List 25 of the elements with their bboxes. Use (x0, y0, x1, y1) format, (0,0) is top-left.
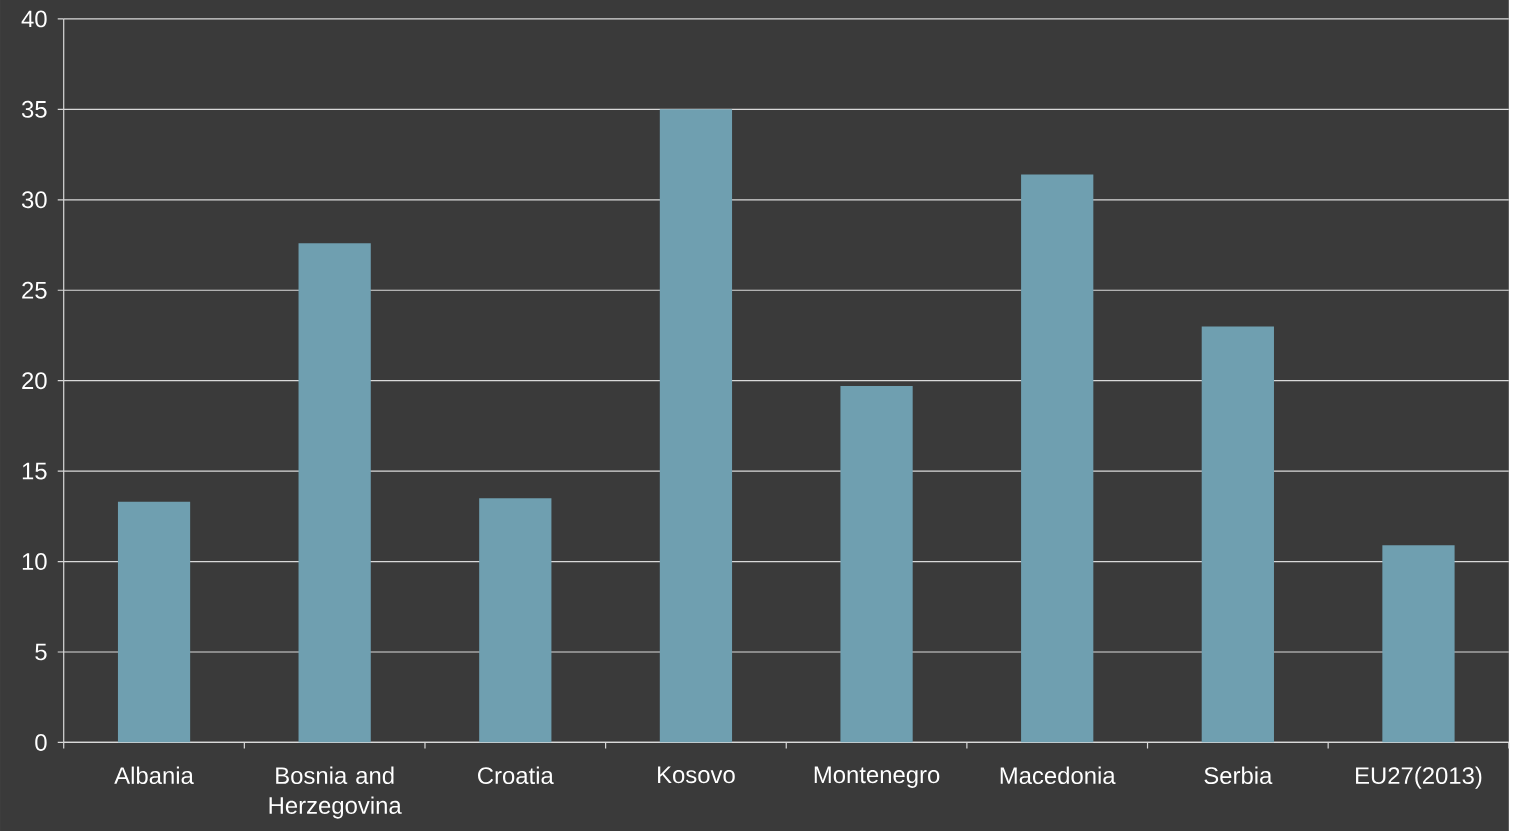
bar (117, 501, 191, 743)
x-tick-label: Kosovo (658, 766, 735, 784)
y-tick-label: 20 (22, 372, 47, 390)
x-tick-label: Croatia (478, 766, 554, 785)
bar (1021, 174, 1094, 743)
x-tick-label: Macedonia (1000, 766, 1116, 785)
bar (840, 386, 913, 743)
bar (659, 109, 733, 743)
bar (298, 243, 371, 743)
y-tick-label: 35 (21, 100, 47, 118)
y-tick-label: 30 (21, 191, 47, 209)
x-tick-label: Albania (114, 766, 194, 785)
x-tick-label: Montenegro (814, 766, 940, 788)
x-tick-label: EU27(2013) (1356, 766, 1482, 789)
x-tick-label: Bosnia and Herzegovina (269, 766, 402, 819)
y-tick-label: 0 (35, 733, 47, 751)
y-tick-label: 25 (22, 281, 47, 299)
y-tick-label: 40 (21, 10, 47, 28)
y-tick-label: 10 (22, 553, 47, 570)
y-tick-label: 15 (22, 462, 47, 480)
bar (1382, 545, 1455, 743)
bar (479, 498, 552, 743)
x-tick-label: Serbia (1204, 766, 1273, 785)
bar (1201, 326, 1274, 743)
y-tick-label: 5 (35, 643, 47, 661)
